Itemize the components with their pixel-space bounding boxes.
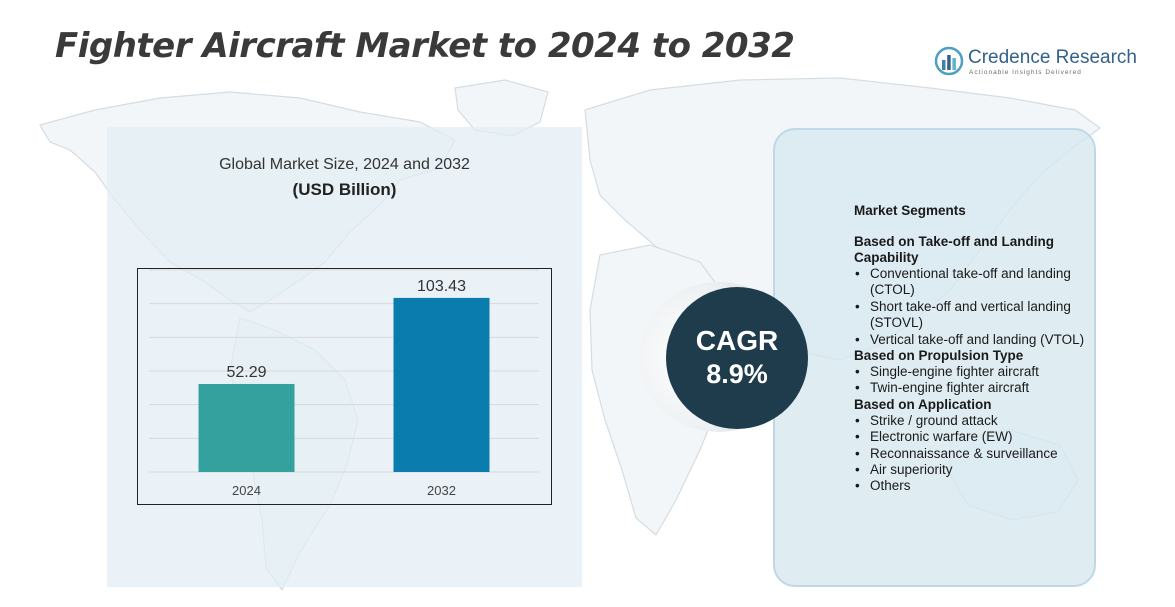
segment-item: Others xyxy=(854,478,1094,495)
bar-2032 xyxy=(393,297,490,472)
cagr-value: 8.9% xyxy=(706,359,768,389)
cagr-label: CAGR xyxy=(695,325,779,356)
segment-item: Air superiority xyxy=(854,462,1094,479)
segment-item: Vertical take-off and landing (VTOL) xyxy=(854,332,1094,349)
brand-name: Credence Research xyxy=(968,47,1137,68)
segment-item: Electronic warfare (EW) xyxy=(854,429,1094,446)
chart-title: Global Market Size, 2024 and 2032 xyxy=(219,156,470,173)
segment-item: Conventional take-off and landing (CTOL) xyxy=(854,266,1094,299)
chart-frame xyxy=(137,268,552,505)
brand-logo: Credence Research Actionable Insights De… xyxy=(934,44,1137,80)
segment-item: Strike / ground attack xyxy=(854,413,1094,430)
x-tick-label: 2024 xyxy=(232,483,261,498)
chart-unit-label: (USD Billion) xyxy=(292,180,397,199)
market-size-panel xyxy=(107,127,582,587)
segment-list: Single-engine fighter aircraft Twin-engi… xyxy=(854,364,1094,397)
segment-item: Twin-engine fighter aircraft xyxy=(854,380,1094,397)
brand-tagline: Actionable Insights Delivered xyxy=(969,69,1082,76)
bar-value-label: 103.43 xyxy=(417,278,466,295)
segment-list: Strike / ground attack Electronic warfar… xyxy=(854,413,1094,495)
market-segments: Market Segments Based on Take-off and La… xyxy=(854,203,1094,495)
page-title: Fighter Aircraft Market to 2024 to 2032 xyxy=(55,26,795,66)
segments-heading: Market Segments xyxy=(854,203,966,218)
x-tick-label: 2032 xyxy=(427,483,456,498)
segment-item: Short take-off and vertical landing (STO… xyxy=(854,299,1094,332)
segment-item: Reconnaissance & surveillance xyxy=(854,446,1094,463)
bar-2024 xyxy=(198,383,295,472)
bar-value-label: 52.29 xyxy=(226,364,266,381)
segment-group-title: Based on Application xyxy=(854,396,992,412)
segment-list: Conventional take-off and landing (CTOL)… xyxy=(854,266,1094,348)
segment-group-title: Based on Propulsion Type xyxy=(854,348,1024,364)
segments-panel xyxy=(773,128,1096,587)
bar-chart-logo-icon xyxy=(934,46,964,76)
cagr-badge: CAGR 8.9% xyxy=(666,287,808,429)
segment-item: Single-engine fighter aircraft xyxy=(854,364,1094,381)
segment-group-title: Based on Take-off and Landing Capability xyxy=(854,234,1055,265)
market-size-bar-chart: 52.29 2024 103.43 2032 xyxy=(137,268,552,505)
